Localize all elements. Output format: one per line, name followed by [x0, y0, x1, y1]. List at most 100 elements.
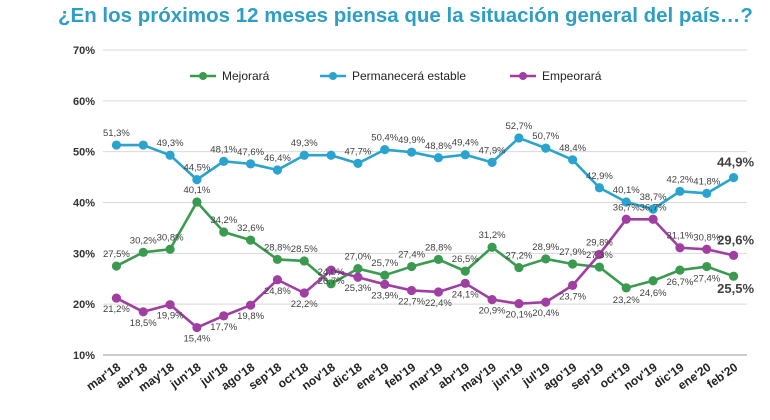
data-label: 27,2% [505, 251, 532, 262]
data-label: 50,7% [532, 131, 559, 142]
data-point [702, 188, 712, 198]
data-point [111, 293, 122, 303]
data-point [326, 279, 336, 289]
data-point [380, 145, 390, 155]
data-point [192, 322, 202, 333]
data-label: 23,9% [371, 290, 398, 301]
data-label: 27,3% [586, 250, 613, 261]
data-label: 24,0% [318, 267, 345, 278]
data-label: 25,5% [717, 281, 754, 296]
data-label: 36,7% [640, 202, 667, 213]
data-point [621, 197, 631, 207]
y-tick-label: 70% [73, 45, 95, 57]
data-label: 22,7% [398, 296, 425, 307]
data-label: 30,8% [157, 232, 184, 243]
data-label: 18,5% [130, 318, 157, 329]
data-point [272, 254, 283, 265]
data-point [675, 243, 685, 253]
data-point [728, 250, 739, 260]
data-labels: 27,5%30,2% 30,8%40,1%34,2%32,6%28,8% 28,5%… [103, 121, 754, 345]
data-label: 41,8% [693, 176, 720, 187]
data-label: 23,2% [613, 295, 640, 306]
legend-marker [199, 72, 207, 80]
data-point [245, 159, 256, 169]
data-label: 52,7% [505, 121, 532, 132]
data-point [648, 204, 658, 214]
data-point [192, 197, 202, 207]
data-point [433, 254, 444, 265]
data-point [165, 300, 175, 310]
data-point [111, 261, 122, 271]
y-tick-label: 50% [73, 147, 95, 159]
data-point [594, 183, 605, 193]
data-label: 40,1% [613, 185, 640, 196]
data-label: 49,3% [291, 138, 318, 149]
data-point [192, 175, 202, 185]
data-point [567, 280, 578, 290]
data-label: 27,0% [344, 252, 371, 263]
data-label: 27,4% [693, 274, 720, 285]
data-label: 44,9% [717, 155, 754, 170]
series-line [116, 136, 735, 211]
data-label: 23,7% [559, 291, 586, 302]
data-point [541, 254, 551, 264]
data-label: 26,5% [452, 254, 479, 265]
data-point [138, 140, 148, 150]
data-point [165, 150, 175, 160]
data-point [621, 214, 631, 224]
data-label: 40,1% [183, 185, 210, 196]
data-point [406, 147, 417, 157]
data-label: 17,7% [210, 322, 237, 333]
legend-label: Permanecerá estable [352, 69, 466, 83]
chart-title: ¿En los próximos 12 meses piensa que la … [58, 4, 753, 27]
data-label: 50,4% [371, 133, 398, 144]
data-point [433, 287, 444, 297]
data-label: 19,9% [157, 311, 184, 322]
data-label: 21,2% [103, 304, 130, 315]
data-label: 22,4% [425, 298, 452, 309]
data-point [541, 297, 551, 307]
data-label: 22,2% [291, 299, 318, 310]
data-point [433, 153, 444, 163]
data-label: 47,9% [479, 145, 506, 156]
data-point [380, 279, 390, 289]
legend-marker [519, 72, 527, 80]
data-label: 47,6% [237, 147, 264, 158]
data-point [272, 165, 283, 175]
data-label: 30,8% [693, 232, 720, 243]
data-point [675, 265, 685, 275]
x-axis: mar'18abr'18may'18jun'18jul'18ago'18sep'… [84, 360, 741, 395]
data-label: 24,6% [640, 288, 667, 299]
data-point [728, 271, 739, 281]
data-label: 26,7% [666, 277, 693, 288]
data-label: 20,1% [505, 310, 532, 321]
data-label: 29,8% [586, 237, 613, 248]
data-label: 49,9% [398, 135, 425, 146]
data-point [353, 263, 363, 274]
legend-label: Empeorará [542, 69, 602, 83]
data-label: 20,4% [532, 308, 559, 319]
data-point [380, 270, 390, 280]
legend-marker [329, 72, 337, 80]
data-point [245, 235, 256, 245]
data-label: 46,4% [264, 153, 291, 164]
data-label: 32,6% [237, 223, 264, 234]
y-tick-label: 40% [73, 198, 95, 210]
data-point [487, 294, 497, 305]
data-point [675, 186, 685, 196]
data-label: 49,3% [157, 138, 184, 149]
data-point [621, 283, 631, 293]
data-point [567, 259, 578, 269]
data-point [702, 261, 712, 272]
data-label: 24,8% [264, 286, 291, 297]
data-point [487, 242, 497, 252]
data-label: 24,1% [452, 289, 479, 300]
data-point [514, 133, 524, 143]
data-point [460, 150, 470, 160]
data-point [460, 278, 470, 288]
data-label: 29,6% [717, 232, 754, 247]
data-label: 26,7% [318, 276, 345, 287]
data-point [326, 265, 336, 275]
y-tick-label: 10% [73, 350, 95, 362]
data-point [272, 275, 283, 285]
